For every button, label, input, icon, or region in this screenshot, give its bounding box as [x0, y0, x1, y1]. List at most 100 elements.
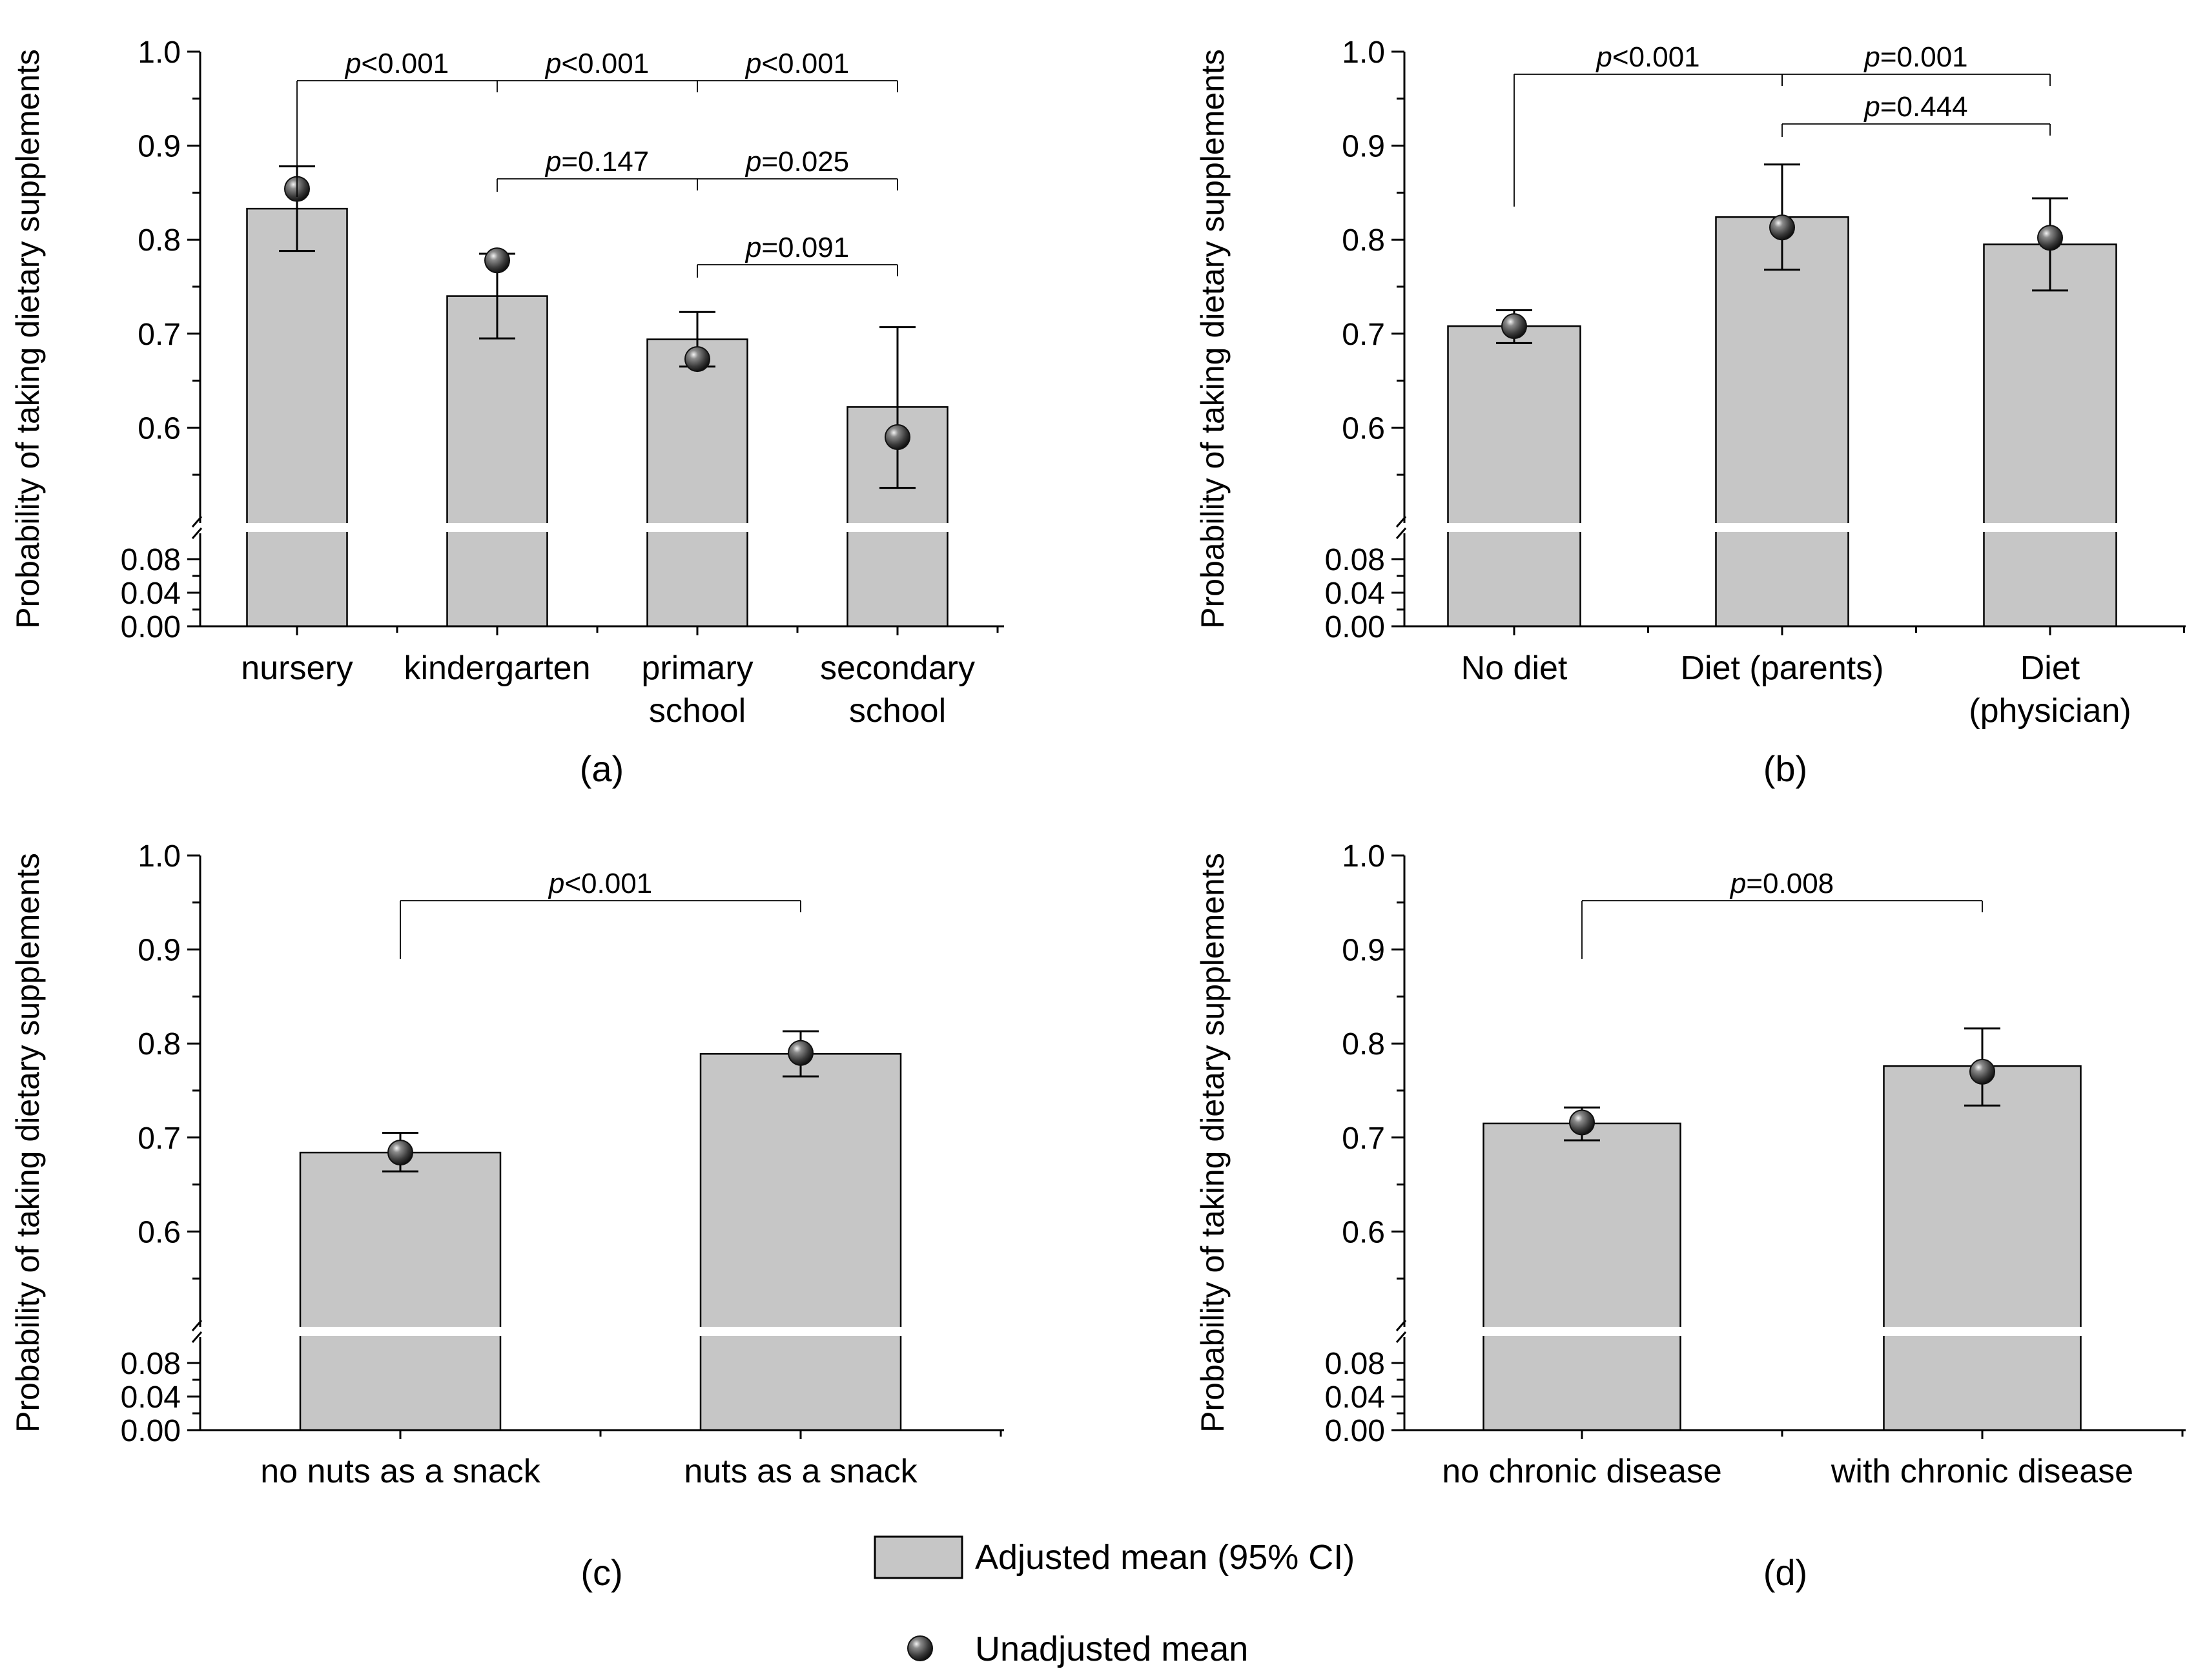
axis-break-mark: [1395, 1320, 1407, 1331]
bar-0: [299, 1151, 502, 1431]
axis-break-band: [1391, 523, 2186, 532]
legend: Adjusted mean (95% CI) Unadjusted mean: [874, 1535, 1355, 1668]
y-tick-label: 0.6: [138, 1215, 181, 1249]
p-value-label: p<0.001: [548, 868, 652, 899]
y-tick-label: 0.7: [138, 318, 181, 352]
y-axis-label: Probability of taking dietary supplement…: [1195, 853, 1231, 1433]
unadjusted-mean-point: [885, 424, 910, 450]
y-tick-label: 0.9: [138, 130, 181, 164]
legend-point-label: Unadjusted mean: [975, 1630, 1248, 1668]
p-value-label: p<0.001: [744, 48, 849, 79]
axis-break-mark: [191, 528, 203, 539]
y-tick-label: 0.04: [1325, 1380, 1385, 1415]
x-tick-label: secondary school: [820, 650, 975, 730]
x-tick-label: no chronic disease: [1442, 1453, 1722, 1490]
p-value-label: p=0.025: [744, 146, 849, 178]
p-value-label: p<0.001: [544, 48, 649, 79]
bar-1: [699, 1052, 902, 1431]
unadjusted-mean-point: [1969, 1058, 1995, 1085]
y-tick-label: 0.8: [138, 1027, 181, 1061]
panel-label: (a): [580, 748, 624, 789]
y-tick-label: 0.08: [1325, 543, 1385, 577]
panel-label: (c): [580, 1552, 622, 1593]
axis-break-band: [1391, 1327, 2186, 1336]
unadjusted-mean-point: [387, 1140, 413, 1166]
p-value-label: p=0.001: [1863, 41, 1967, 73]
y-tick-label: 1.0: [138, 839, 181, 874]
y-tick-label: 0.8: [1342, 1027, 1385, 1061]
p-value-label: p=0.091: [744, 232, 849, 263]
x-tick-label: Diet (physician): [1969, 650, 2131, 730]
unadjusted-mean-point: [1769, 214, 1795, 241]
y-tick-label: 0.7: [1342, 1122, 1385, 1156]
y-tick-label: 1.0: [1342, 839, 1385, 874]
chart-panel-a: 0.6 0.7 0.8 0.9 1.0 0.000.040.08 nursery kinder…: [10, 36, 1004, 789]
legend-bar-swatch: [874, 1535, 963, 1579]
x-tick-label: with chronic disease: [1831, 1453, 2133, 1490]
y-tick-label: 0.6: [1342, 1215, 1385, 1249]
y-tick-label: 0.6: [138, 411, 181, 446]
y-tick-label: 0.7: [138, 1122, 181, 1156]
y-axis-label: Probability of taking dietary supplement…: [10, 853, 46, 1433]
x-tick-label: No diet: [1461, 650, 1568, 687]
unadjusted-mean-point: [684, 346, 710, 373]
axis-break-mark: [1395, 1331, 1407, 1343]
y-tick-label: 0.08: [1325, 1347, 1385, 1381]
y-tick-label: 0.9: [1342, 130, 1385, 164]
y-tick-label: 1.0: [138, 36, 181, 70]
bar-2: [646, 338, 748, 628]
y-tick-label: 0.04: [1325, 577, 1385, 611]
x-tick-label: primary school: [641, 650, 753, 730]
x-tick-label: Diet (parents): [1681, 650, 1884, 687]
axis-break-mark: [191, 1320, 203, 1331]
y-tick-label: 0.8: [138, 223, 181, 258]
bar-0: [1447, 325, 1581, 628]
y-axis-label: Probability of taking dietary supplement…: [1195, 49, 1231, 629]
y-tick-label: 0.00: [1325, 610, 1385, 644]
y-tick-label: 0.00: [1325, 1414, 1385, 1448]
y-tick-label: 0.9: [1342, 934, 1385, 968]
y-axis-label: Probability of taking dietary supplement…: [10, 49, 46, 629]
chart-panel-d: 0.6 0.7 0.8 0.9 1.0 0.000.040.08 no chronic di…: [1195, 839, 2186, 1593]
axis-break-mark: [191, 516, 203, 528]
x-tick-label: nuts as a snack: [684, 1453, 918, 1490]
x-tick-label: kindergarten: [404, 650, 590, 687]
unadjusted-mean-point: [788, 1040, 814, 1066]
y-tick-label: 0.00: [121, 1414, 181, 1448]
y-tick-label: 1.0: [1342, 36, 1385, 70]
unadjusted-mean-point: [484, 247, 510, 274]
y-tick-label: 0.9: [138, 934, 181, 968]
panel-label: (d): [1763, 1552, 1807, 1593]
y-tick-label: 0.04: [121, 1380, 181, 1415]
legend-point-marker: [907, 1635, 933, 1661]
axis-break-mark: [1395, 516, 1407, 528]
p-value-label: p<0.001: [344, 48, 449, 79]
x-tick-label: nursery: [241, 650, 353, 687]
unadjusted-mean-point: [1501, 313, 1527, 340]
x-tick-label: no nuts as a snack: [260, 1453, 541, 1490]
axis-break-mark: [191, 1331, 203, 1343]
unadjusted-mean-point: [2037, 225, 2063, 251]
y-tick-label: 0.08: [121, 543, 181, 577]
p-value-label: p=0.008: [1729, 868, 1834, 899]
legend-bar-label: Adjusted mean (95% CI): [975, 1538, 1355, 1577]
bar-0: [246, 207, 348, 628]
y-tick-label: 0.08: [121, 1347, 181, 1381]
axis-break-band: [187, 1327, 1004, 1336]
p-value-label: p=0.147: [544, 146, 649, 178]
panel-label: (b): [1763, 748, 1807, 789]
bar-0: [1483, 1122, 1681, 1431]
y-tick-label: 0.7: [1342, 318, 1385, 352]
y-tick-label: 0.00: [121, 610, 181, 644]
y-tick-label: 0.8: [1342, 223, 1385, 258]
axis-break-band: [187, 523, 1004, 532]
p-value-label: p<0.001: [1595, 41, 1699, 73]
bar-1: [1715, 216, 1849, 628]
unadjusted-mean-point: [1569, 1109, 1595, 1136]
y-tick-label: 0.6: [1342, 411, 1385, 446]
p-value-label: p=0.444: [1863, 91, 1967, 123]
y-tick-label: 0.04: [121, 577, 181, 611]
chart-panel-b: 0.6 0.7 0.8 0.9 1.0 0.000.040.08 No diet Diet (…: [1195, 36, 2186, 789]
axis-break-mark: [1395, 528, 1407, 539]
